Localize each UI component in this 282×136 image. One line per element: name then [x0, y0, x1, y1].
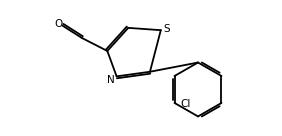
Text: Cl: Cl: [180, 100, 191, 109]
Text: N: N: [107, 75, 114, 85]
Text: O: O: [54, 19, 63, 29]
Text: S: S: [163, 24, 169, 34]
